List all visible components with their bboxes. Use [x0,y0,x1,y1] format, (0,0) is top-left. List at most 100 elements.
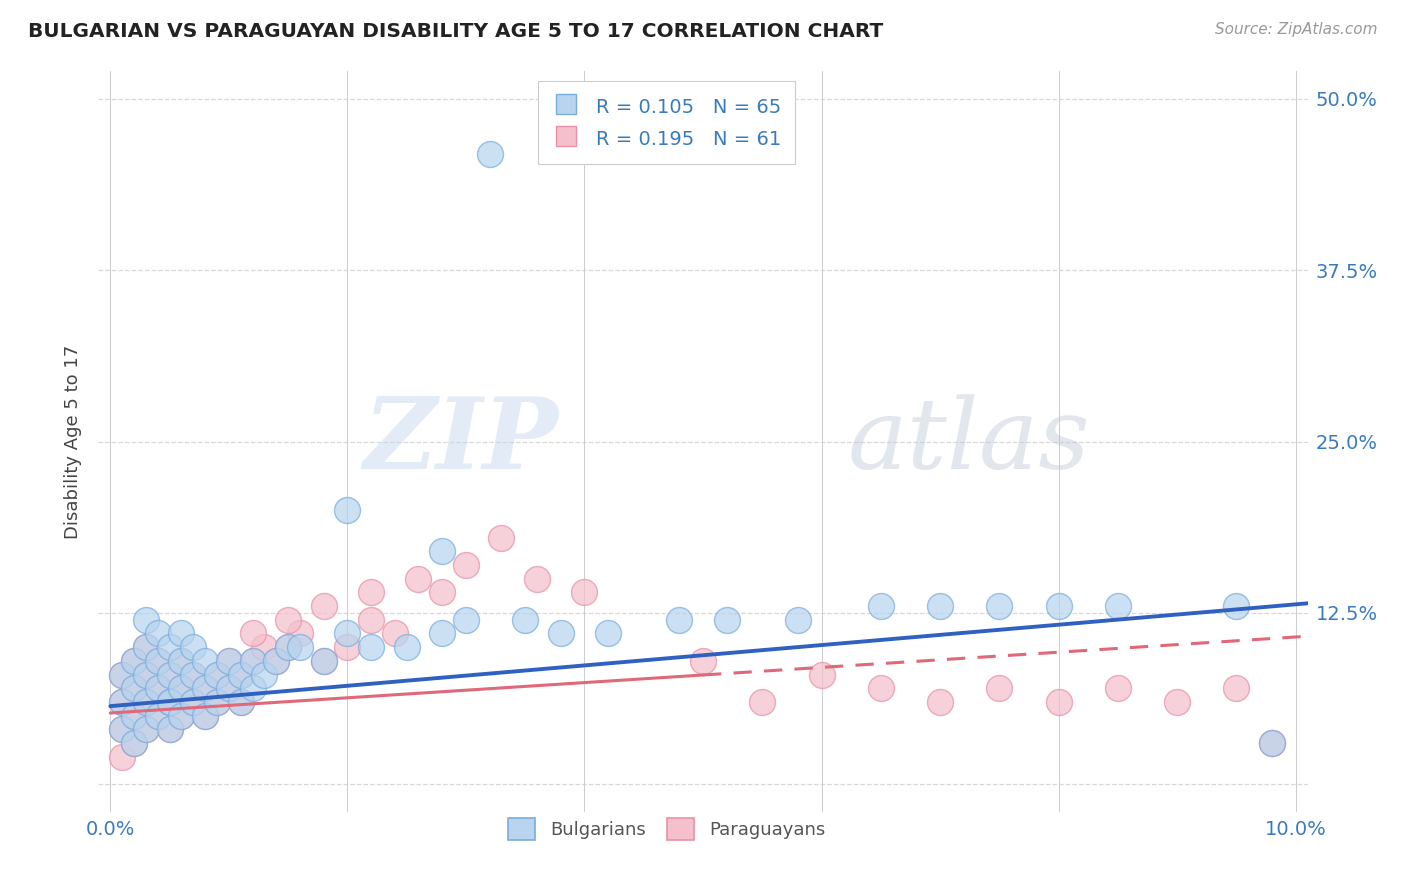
Point [135,613,157,627]
Point [336,640,359,655]
Point [229,695,252,709]
Point [218,681,240,696]
Point [360,613,382,627]
Point [360,640,382,655]
Point [869,599,891,613]
Point [408,572,430,586]
Point [312,654,335,668]
Point [395,640,418,655]
Point [122,654,145,668]
Point [181,695,204,709]
Point [159,640,181,655]
Point [111,695,134,709]
Point [111,667,134,681]
Point [218,654,240,668]
Point [205,695,228,709]
Point [135,640,157,655]
Point [929,695,952,709]
Point [170,654,193,668]
Point [181,640,204,655]
Text: BULGARIAN VS PARAGUAYAN DISABILITY AGE 5 TO 17 CORRELATION CHART: BULGARIAN VS PARAGUAYAN DISABILITY AGE 5… [28,22,883,41]
Point [668,613,690,627]
Point [1261,736,1284,750]
Point [786,613,808,627]
Point [432,585,454,599]
Point [810,667,832,681]
Point [218,681,240,696]
Point [159,667,181,681]
Point [550,626,572,640]
Point [135,640,157,655]
Point [135,695,157,709]
Point [218,654,240,668]
Point [988,681,1011,696]
Point [146,681,169,696]
Point [277,640,299,655]
Point [170,654,193,668]
Point [111,723,134,737]
Point [598,626,620,640]
Point [288,640,311,655]
Point [277,640,299,655]
Point [194,681,217,696]
Point [1107,681,1129,696]
Point [135,695,157,709]
Point [146,654,169,668]
Point [988,599,1011,613]
Point [170,708,193,723]
Point [181,667,204,681]
Text: Source: ZipAtlas.com: Source: ZipAtlas.com [1215,22,1378,37]
Point [170,681,193,696]
Point [146,681,169,696]
Point [181,667,204,681]
Point [1225,599,1247,613]
Point [122,654,145,668]
Point [242,681,264,696]
Point [432,544,454,558]
Legend: Bulgarians, Paraguayans: Bulgarians, Paraguayans [501,811,832,847]
Point [111,750,134,764]
Point [1225,681,1247,696]
Point [170,681,193,696]
Point [194,681,217,696]
Point [1047,599,1070,613]
Point [491,531,513,545]
Point [929,599,952,613]
Point [229,667,252,681]
Point [146,654,169,668]
Point [242,654,264,668]
Point [574,585,596,599]
Point [264,654,287,668]
Point [478,146,501,161]
Point [111,695,134,709]
Point [135,723,157,737]
Point [122,708,145,723]
Point [253,640,276,655]
Point [111,723,134,737]
Point [135,667,157,681]
Point [146,708,169,723]
Point [253,667,276,681]
Point [122,736,145,750]
Point [692,654,714,668]
Point [159,695,181,709]
Point [135,723,157,737]
Point [277,613,299,627]
Point [159,723,181,737]
Point [205,667,228,681]
Point [242,626,264,640]
Text: ZIP: ZIP [363,393,558,490]
Point [170,708,193,723]
Point [1261,736,1284,750]
Point [288,626,311,640]
Point [194,708,217,723]
Point [454,558,477,572]
Point [1107,599,1129,613]
Point [229,667,252,681]
Point [515,613,537,627]
Point [146,708,169,723]
Point [242,654,264,668]
Point [264,654,287,668]
Point [716,613,738,627]
Point [122,681,145,696]
